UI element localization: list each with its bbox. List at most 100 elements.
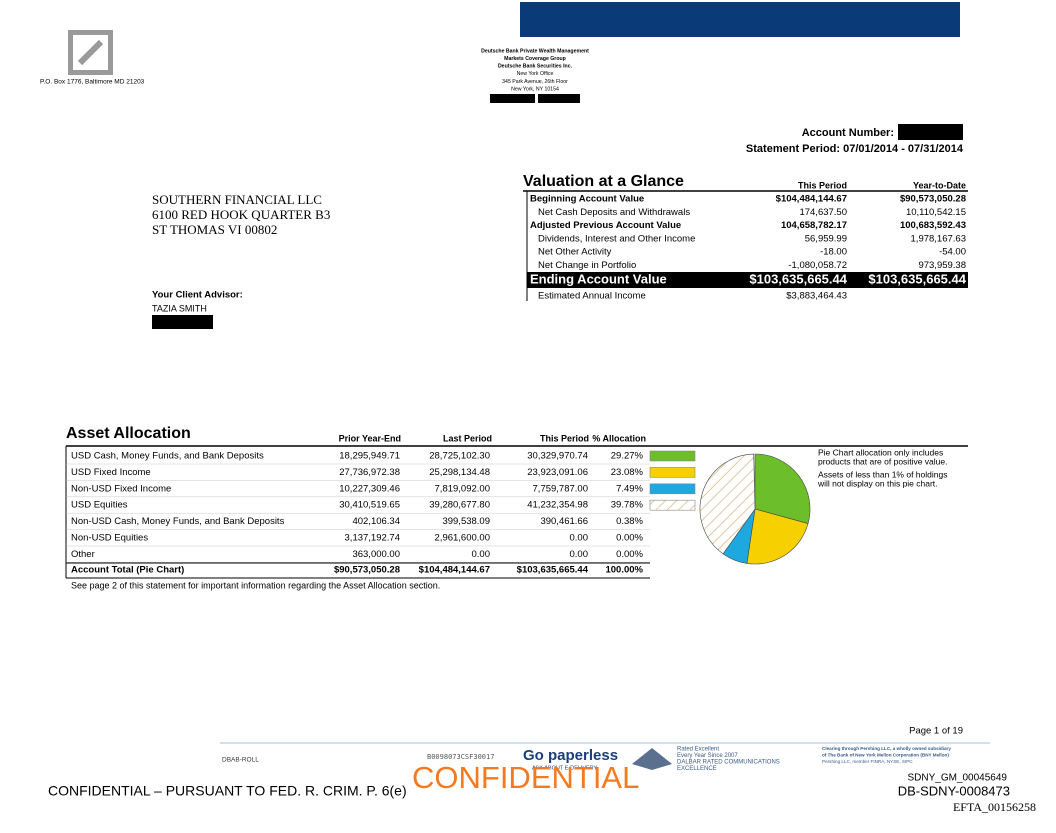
cell: 41,232,354.98 [527,500,588,511]
column-header: Last Period [443,433,492,443]
clearing-line: of The Bank of New York Mellon Corporati… [822,753,949,758]
redaction [538,94,580,103]
cell: 27,736,972.38 [339,467,400,478]
cell: $3,883,464.43 [786,291,847,302]
pie-note: will not display on this pie chart. [817,478,938,488]
row-label: USD Equities [71,500,128,511]
cell: 23,923,091.06 [527,467,588,478]
pie-slice [699,453,756,555]
office-line: New York, NY 10154 [511,86,559,92]
column-header: Year-to-Date [913,180,966,190]
statement-period: Statement Period: 07/01/2014 - 07/31/201… [746,143,964,155]
row-label: USD Cash, Money Funds, and Bank Deposits [71,451,264,462]
row-label: Adjusted Previous Account Value [530,220,681,231]
cell: -18.00 [820,247,847,258]
pie-note: Pie Chart allocation only includes [818,447,943,457]
office-line: Deutsche Bank Private Wealth Management [481,48,589,54]
redaction [898,124,963,140]
cell: 0.00% [616,533,643,544]
header-bar [520,2,960,37]
po-box: P.O. Box 1776, Baltimore MD 21203 [40,79,145,86]
cell: $104,484,144.67 [419,565,490,576]
row-label: Net Cash Deposits and Withdrawals [538,207,690,218]
cell: $103,635,665.44 [749,271,847,286]
doc-code: B0098073CSF30017 [427,753,494,761]
roll-code: DBAB-ROLL [222,757,259,764]
cell: 29.27% [611,451,644,462]
legend-swatch [649,483,696,495]
redaction [490,94,535,103]
confidential-stamp: CONFIDENTIAL [412,760,639,795]
cell: 399,538.09 [442,516,490,527]
row-label: Account Total (Pie Chart) [71,565,184,576]
cell: 56,959.99 [805,233,847,244]
redaction [152,315,213,329]
cell: $90,573,050.28 [900,194,966,205]
cell: 39,280,677.80 [429,500,490,511]
rated-line: Rated Excellent [677,747,719,753]
cell: 10,227,309.46 [339,483,400,494]
cell: 0.00% [616,549,643,560]
cell: 28,725,102.30 [429,451,490,462]
rated-line: Every Year Since 2007 [677,753,738,759]
paperless-sub: ASK ABOUT E-DELIVERY [532,765,598,771]
cell: 7,759,787.00 [533,483,588,494]
cell: 100.00% [605,565,643,576]
legend-swatch [649,467,696,478]
cell: 23.08% [611,467,644,478]
cell: -54.00 [939,247,966,258]
cell: 174,637.50 [799,207,847,218]
cell: 0.00 [472,549,491,560]
column-header: % Allocation [592,433,646,443]
row-label: Estimated Annual Income [538,291,646,302]
cell: 7.49% [616,483,643,494]
cell: 39.78% [611,500,644,511]
pie-note: products that are of positive value. [818,456,947,466]
cell: 25,298,134.48 [429,467,490,478]
cell: 30,329,970.74 [527,451,588,462]
bates-number: SDNY_GM_00045649 [907,773,1007,784]
cell: 363,000.00 [352,549,400,560]
legend-swatch [649,450,696,462]
row-label: USD Fixed Income [71,467,151,478]
rated-line: EXCELLENCE [677,766,717,772]
section-title: Asset Allocation [66,425,191,442]
clearing-line: Clearing through Pershing LLC, a wholly … [822,746,951,751]
cell: 3,137,192.74 [345,533,400,544]
cell: 7,819,092.00 [435,483,490,494]
row-label: Net Change in Portfolio [538,260,636,271]
paperless: Go paperless [523,747,618,764]
row-label: Non-USD Equities [71,533,148,544]
row-label: Net Other Activity [538,247,612,258]
row-label: Other [71,549,95,560]
dalbar-logo [632,748,672,770]
cell: $104,484,144.67 [776,194,847,205]
cell: $103,635,665.44 [868,271,966,286]
footnote: See page 2 of this statement for importa… [71,580,440,590]
page-number: Page 1 of 19 [909,726,963,737]
confidential-notice: CONFIDENTIAL – PURSUANT TO FED. R. CRIM.… [48,783,407,799]
pie-note: Assets of less than 1% of holdings [818,469,947,479]
row-label: Ending Account Value [530,271,667,286]
cell: 0.00 [570,549,589,560]
bates-number: DB-SDNY-0008473 [898,783,1010,798]
office-line: Markets Coverage Group [504,56,566,62]
office-line: New York Office [517,71,554,77]
cell: 100,683,592.43 [900,220,966,231]
cell: 973,959.38 [918,260,966,271]
advisor-label: Your Client Advisor: [152,290,243,301]
section-title: Valuation at a Glance [523,173,684,190]
cell: 1,978,167.63 [911,233,966,244]
account-label: Account Number: [802,127,894,139]
column-header: This Period [798,180,847,190]
cell: 104,658,782.17 [781,220,847,231]
office-line: 345 Park Avenue, 26th Floor [502,79,568,85]
row-label: Non-USD Cash, Money Funds, and Bank Depo… [71,516,285,527]
advisor-name: TAZIA SMITH [152,303,207,313]
db-logo [68,30,113,75]
cell: 402,106.34 [352,516,400,527]
office-line: Deutsche Bank Securities Inc. [498,64,573,70]
cell: 10,110,542.15 [906,207,966,218]
row-label: Beginning Account Value [530,194,644,205]
